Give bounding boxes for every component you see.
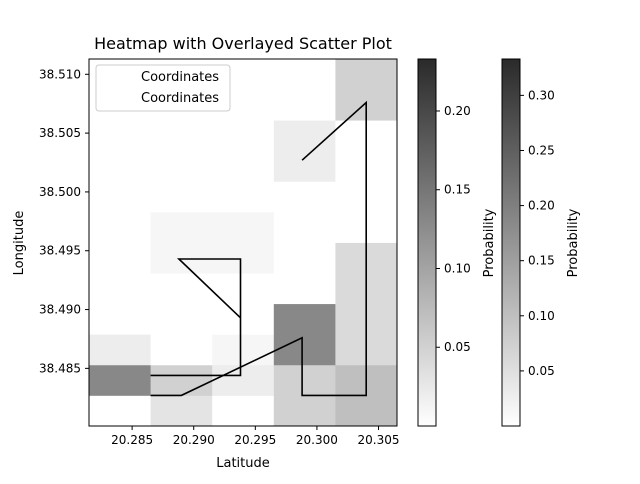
heatmap-cells <box>89 59 398 427</box>
colorbar-tick-label: 0.25 <box>528 143 555 157</box>
colorbar-tick-label: 0.05 <box>528 364 555 378</box>
colorbar-2-ticks: 0.05 0.10 0.15 0.20 0.25 0.30 <box>520 88 555 378</box>
y-tick-label: 38.505 <box>39 126 81 140</box>
heatmap-cell <box>89 150 151 182</box>
heatmap-cell <box>89 242 151 274</box>
heatmap-cell <box>273 273 336 305</box>
legend-box <box>95 64 231 112</box>
heatmap-cell <box>150 395 213 427</box>
heatmap-cell <box>89 120 151 152</box>
x-tick-label: 20.300 <box>296 433 338 447</box>
heatmap-cell <box>273 242 336 274</box>
scatter-lines <box>150 100 368 397</box>
heatmap-cell <box>273 303 336 335</box>
chart-title: Heatmap with Overlayed Scatter Plot <box>94 34 392 53</box>
x-tick-label: 20.305 <box>358 433 400 447</box>
heatmap-cell <box>335 395 398 427</box>
heatmap-cell <box>150 303 213 335</box>
heatmap-cell <box>212 303 275 335</box>
heatmap-cell <box>273 120 336 152</box>
heatmap-cell <box>89 334 151 366</box>
heatmap-cell <box>150 273 213 305</box>
y-tick-label: 38.500 <box>39 185 81 199</box>
heatmap-cell <box>212 120 275 152</box>
y-tick-label: 38.510 <box>39 67 81 81</box>
y-tick-label: 38.485 <box>39 361 81 375</box>
heatmap-cell <box>273 364 336 396</box>
colorbar-2-gradient <box>501 58 521 427</box>
colorbar-2: 0.05 0.10 0.15 0.20 0.25 0.30 Probability <box>501 58 581 427</box>
y-axis-ticks: 38.485 38.490 38.495 38.500 38.505 38.510 <box>39 67 89 375</box>
heatmap-cell <box>89 364 151 396</box>
colorbar-1: 0.05 0.10 0.15 0.20 Probability <box>417 58 497 427</box>
heatmap-cell <box>89 181 151 213</box>
legend-entry: Coordinates <box>141 91 219 106</box>
colorbar-2-label: Probability <box>566 208 581 277</box>
heatmap-cell <box>89 395 151 427</box>
x-tick-label: 20.285 <box>111 433 153 447</box>
scatter-series-line <box>150 258 242 377</box>
heatmap-cell <box>273 211 336 243</box>
colorbar-tick-label: 0.15 <box>528 254 555 268</box>
colorbar-tick-label: 0.15 <box>444 183 471 197</box>
heatmap-cell <box>273 181 336 213</box>
heatmap-cell <box>212 364 275 396</box>
x-tick-label: 20.295 <box>234 433 276 447</box>
heatmap-cell <box>150 120 213 152</box>
colorbar-tick-label: 0.20 <box>444 104 471 118</box>
x-axis-ticks: 20.285 20.290 20.295 20.300 20.305 <box>111 426 400 447</box>
heatmap-cell <box>273 334 336 366</box>
heatmap-cell <box>212 242 275 274</box>
heatmap-cell <box>89 273 151 305</box>
heatmap-cell <box>89 211 151 243</box>
heatmap-cell <box>212 395 275 427</box>
colorbar-1-label: Probability <box>482 208 497 277</box>
legend-entry: Coordinates <box>141 70 219 85</box>
colorbar-1-gradient <box>417 58 437 427</box>
colorbar-tick-label: 0.10 <box>444 261 471 275</box>
colorbar-tick-label: 0.05 <box>444 340 471 354</box>
heatmap-cell <box>150 334 213 366</box>
heatmap-cell <box>335 59 398 90</box>
plot-frame <box>88 58 398 427</box>
heatmap-cell <box>150 181 213 213</box>
heatmap-cell <box>150 364 213 396</box>
legend: Coordinates Coordinates <box>95 64 231 112</box>
y-axis-label: Longitude <box>12 211 27 276</box>
colorbar-tick-label: 0.30 <box>528 88 555 102</box>
x-axis-label: Latitude <box>216 456 270 471</box>
scatter-series-line <box>150 100 368 397</box>
heatmap-cell <box>150 242 213 274</box>
heatmap-cell <box>212 181 275 213</box>
colorbar-tick-label: 0.10 <box>528 309 555 323</box>
heatmap-cell <box>273 395 336 427</box>
heatmap-cell <box>212 211 275 243</box>
heatmap-cell <box>89 303 151 335</box>
heatmap-cell <box>212 273 275 305</box>
x-tick-label: 20.290 <box>173 433 215 447</box>
heatmap-cell <box>273 150 336 182</box>
colorbar-1-ticks: 0.05 0.10 0.15 0.20 <box>436 104 471 354</box>
heatmap-cell <box>150 211 213 243</box>
colorbar-tick-label: 0.20 <box>528 199 555 213</box>
heatmap-cell <box>273 89 336 121</box>
y-tick-label: 38.495 <box>39 244 81 258</box>
heatmap-cell <box>212 334 275 366</box>
heatmap-cell <box>212 150 275 182</box>
heatmap-cell <box>273 59 336 90</box>
heatmap-cell <box>150 150 213 182</box>
y-tick-label: 38.490 <box>39 303 81 317</box>
